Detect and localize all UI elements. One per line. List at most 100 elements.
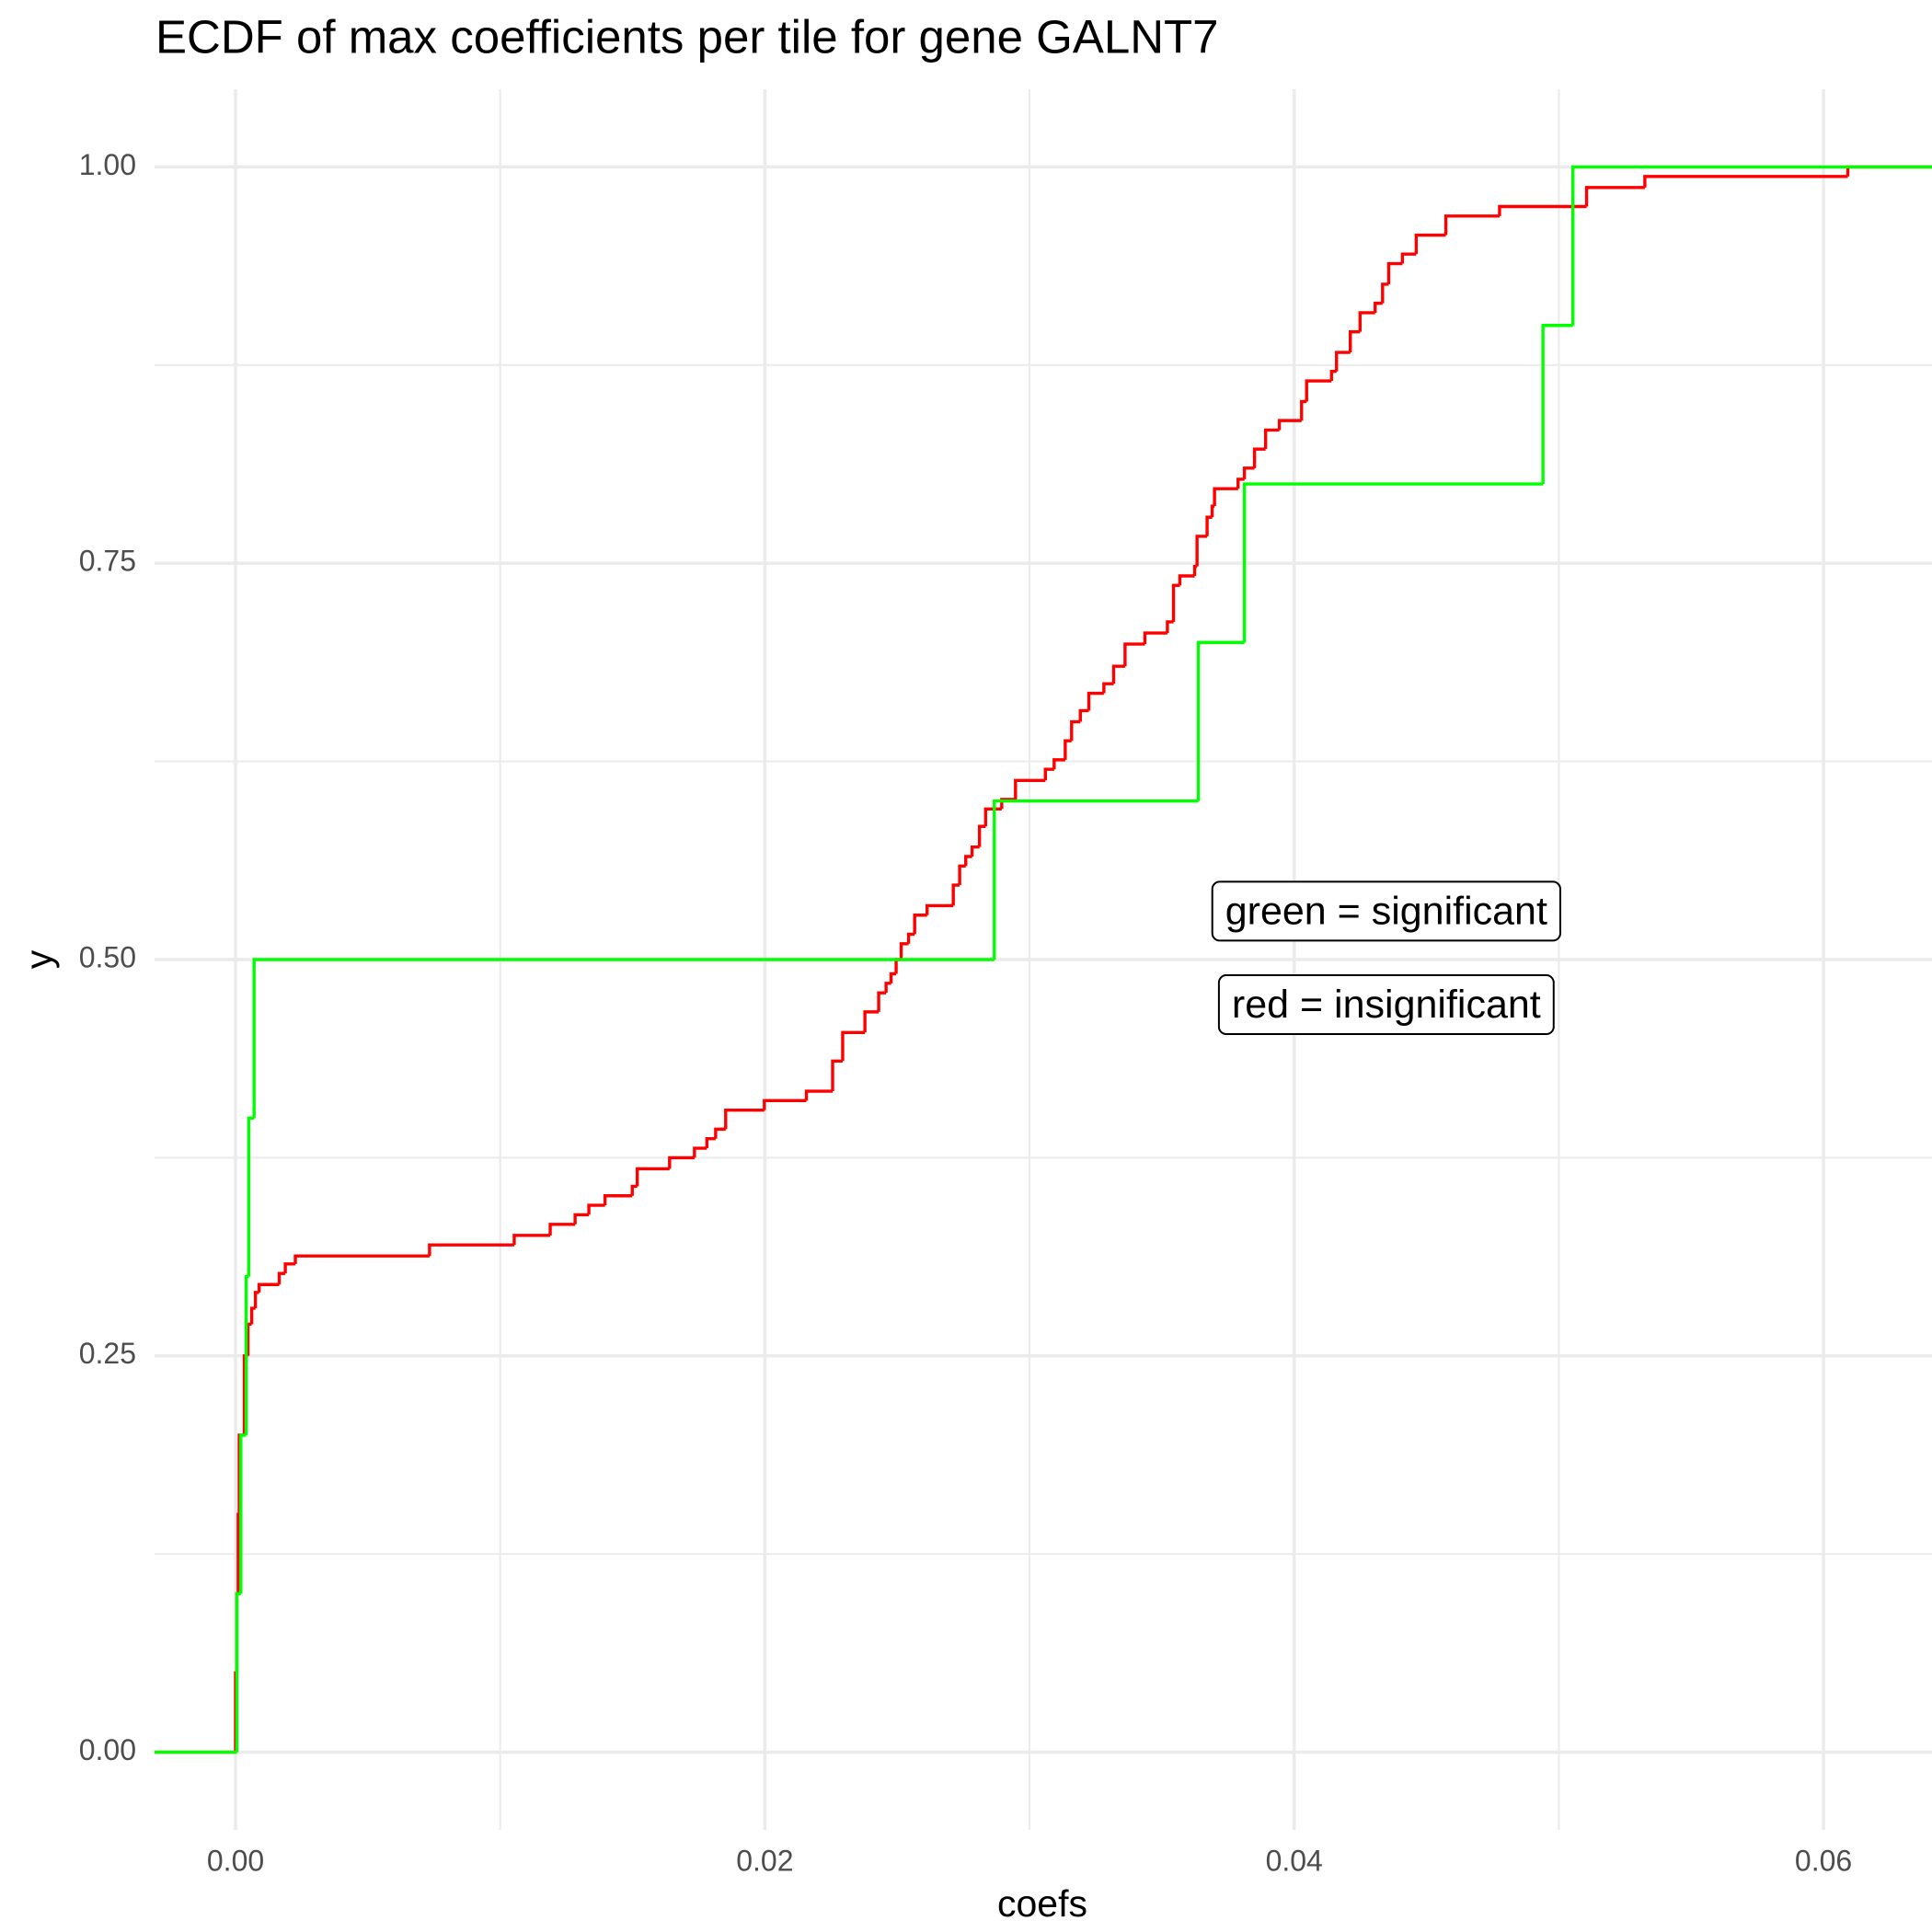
- ecdf-step: [1498, 204, 1587, 216]
- ecdf-step: [899, 942, 909, 960]
- ecdf-step: [1196, 640, 1245, 801]
- y-tick-label: 0.25: [79, 1337, 136, 1370]
- ecdf-step: [693, 1146, 707, 1158]
- ecdf-step: [1242, 466, 1255, 479]
- ecdf-step: [964, 855, 972, 867]
- ecdf-step: [235, 1592, 241, 1753]
- ecdf-step: [1210, 504, 1215, 518]
- ecdf-step: [1043, 767, 1054, 781]
- ecdf-step: [1195, 535, 1208, 567]
- ecdf-step: [1171, 583, 1180, 622]
- ecdf-step: [1584, 186, 1645, 207]
- ecdf-step: [1300, 399, 1307, 421]
- ecdf-step: [603, 1194, 633, 1206]
- x-tick-label: 0.00: [207, 1844, 264, 1877]
- x-tick-label: 0.04: [1266, 1844, 1323, 1877]
- ecdf-step: [1064, 739, 1072, 760]
- ecdf-step: [958, 864, 966, 886]
- chart-title: ECDF of max coefficients per tile for ge…: [155, 10, 1219, 63]
- ecdf-step: [244, 1274, 249, 1435]
- ecdf-step: [877, 991, 887, 1012]
- ecdf-step: [714, 1127, 726, 1139]
- ecdf-step: [841, 1030, 866, 1062]
- ecdf-step: [236, 1512, 240, 1594]
- ecdf-step: [1541, 324, 1573, 485]
- ecdf-step: [1205, 515, 1213, 536]
- ecdf-step: [951, 883, 960, 906]
- ecdf-step: [1349, 329, 1361, 353]
- ecdf-step: [668, 1156, 695, 1169]
- annotation: green = significant: [1225, 889, 1547, 933]
- y-tick-label: 0.00: [79, 1733, 136, 1766]
- ecdf-step: [636, 1167, 670, 1187]
- ecdf-step: [573, 1213, 590, 1225]
- ecdf-step: [906, 932, 915, 944]
- ecdf-step: [428, 1243, 514, 1257]
- ecdf-step: [724, 1109, 765, 1130]
- ecdf-step: [283, 1262, 296, 1274]
- ecdf-step: [1358, 311, 1375, 332]
- ecdf-step: [970, 845, 980, 857]
- ecdf-step: [863, 1010, 880, 1033]
- ecdf-step: [831, 1059, 843, 1092]
- ecdf-step: [1014, 778, 1046, 799]
- ecdf-step: [1123, 642, 1145, 667]
- ecdf-step: [257, 1282, 280, 1293]
- ecdf-step: [246, 1322, 252, 1356]
- ecdf-step: [993, 799, 1199, 960]
- ecdf-step: [253, 1291, 259, 1309]
- y-tick-label: 0.75: [79, 545, 136, 578]
- ecdf-step: [1643, 175, 1848, 188]
- y-tick-label: 0.50: [79, 940, 136, 973]
- ecdf-step: [804, 1089, 834, 1101]
- ecdf-step: [1143, 631, 1167, 645]
- ecdf-step: [1087, 691, 1104, 711]
- ecdf-step: [587, 1203, 605, 1215]
- ecdf-step: [1570, 165, 1932, 326]
- annotation-box: [1211, 880, 1561, 942]
- ecdf-step: [1078, 708, 1089, 722]
- ecdf-step: [277, 1271, 286, 1285]
- x-tick-label: 0.06: [1795, 1844, 1852, 1877]
- ecdf-step: [1329, 370, 1337, 382]
- ecdf-step: [894, 958, 902, 974]
- annotation: red = insignificant: [1232, 983, 1541, 1027]
- ecdf-step: [1166, 620, 1174, 634]
- x-axis-title: coefs: [997, 1882, 1087, 1925]
- ecdf-step: [1277, 419, 1302, 431]
- ecdf-step: [1102, 682, 1114, 694]
- y-tick-label: 1.00: [79, 148, 136, 181]
- ecdf-step: [1178, 574, 1195, 586]
- ecdf-step: [1052, 758, 1065, 770]
- ecdf-step: [252, 958, 995, 1119]
- ecdf-step: [926, 903, 954, 915]
- ecdf-step: [1192, 564, 1198, 577]
- ecdf-step: [1070, 719, 1081, 742]
- ecdf-step: [1213, 487, 1238, 507]
- ecdf-step: [247, 1116, 255, 1277]
- ecdf-step: [1443, 214, 1500, 236]
- ecdf-step: [1374, 301, 1383, 313]
- ecdf-step: [1305, 379, 1332, 402]
- x-tick-label: 0.02: [736, 1844, 793, 1877]
- ecdf-step: [548, 1223, 576, 1236]
- ecdf-step: [1236, 477, 1245, 489]
- ecdf-step: [1335, 351, 1351, 372]
- ecdf-step: [913, 914, 927, 935]
- ecdf-step: [1000, 798, 1016, 810]
- ecdf-step: [763, 1098, 807, 1110]
- ecdf-step: [705, 1137, 716, 1149]
- ecdf-step: [1414, 233, 1446, 255]
- ecdf-step: [1252, 447, 1266, 468]
- ecdf-step: [983, 807, 1002, 827]
- ecdf-step: [889, 972, 897, 983]
- ecdf-step: [1400, 252, 1417, 264]
- y-axis-title: y: [17, 949, 60, 969]
- ecdf-step: [977, 824, 986, 847]
- ecdf-step: [884, 982, 891, 994]
- annotation-box: [1217, 974, 1555, 1036]
- ecdf-step: [1242, 482, 1544, 643]
- ecdf-step: [293, 1254, 430, 1264]
